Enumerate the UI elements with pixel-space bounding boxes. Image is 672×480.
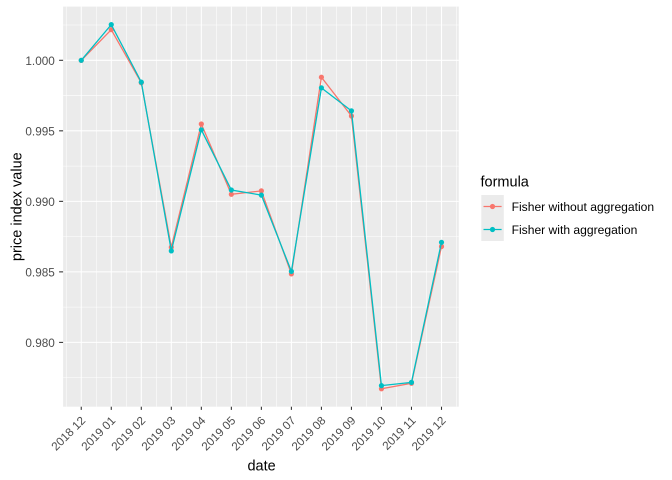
svg-text:price index value: price index value (10, 152, 26, 261)
svg-text:Fisher with aggregation: Fisher with aggregation (512, 223, 638, 237)
svg-text:0.980: 0.980 (25, 337, 55, 350)
svg-text:formula: formula (481, 175, 530, 191)
svg-text:0.990: 0.990 (25, 196, 55, 209)
svg-text:0.985: 0.985 (25, 266, 55, 279)
svg-text:date: date (247, 458, 275, 474)
svg-text:0.995: 0.995 (25, 125, 55, 138)
svg-text:Fisher without aggregation: Fisher without aggregation (512, 200, 655, 214)
svg-text:1.000: 1.000 (25, 55, 55, 68)
